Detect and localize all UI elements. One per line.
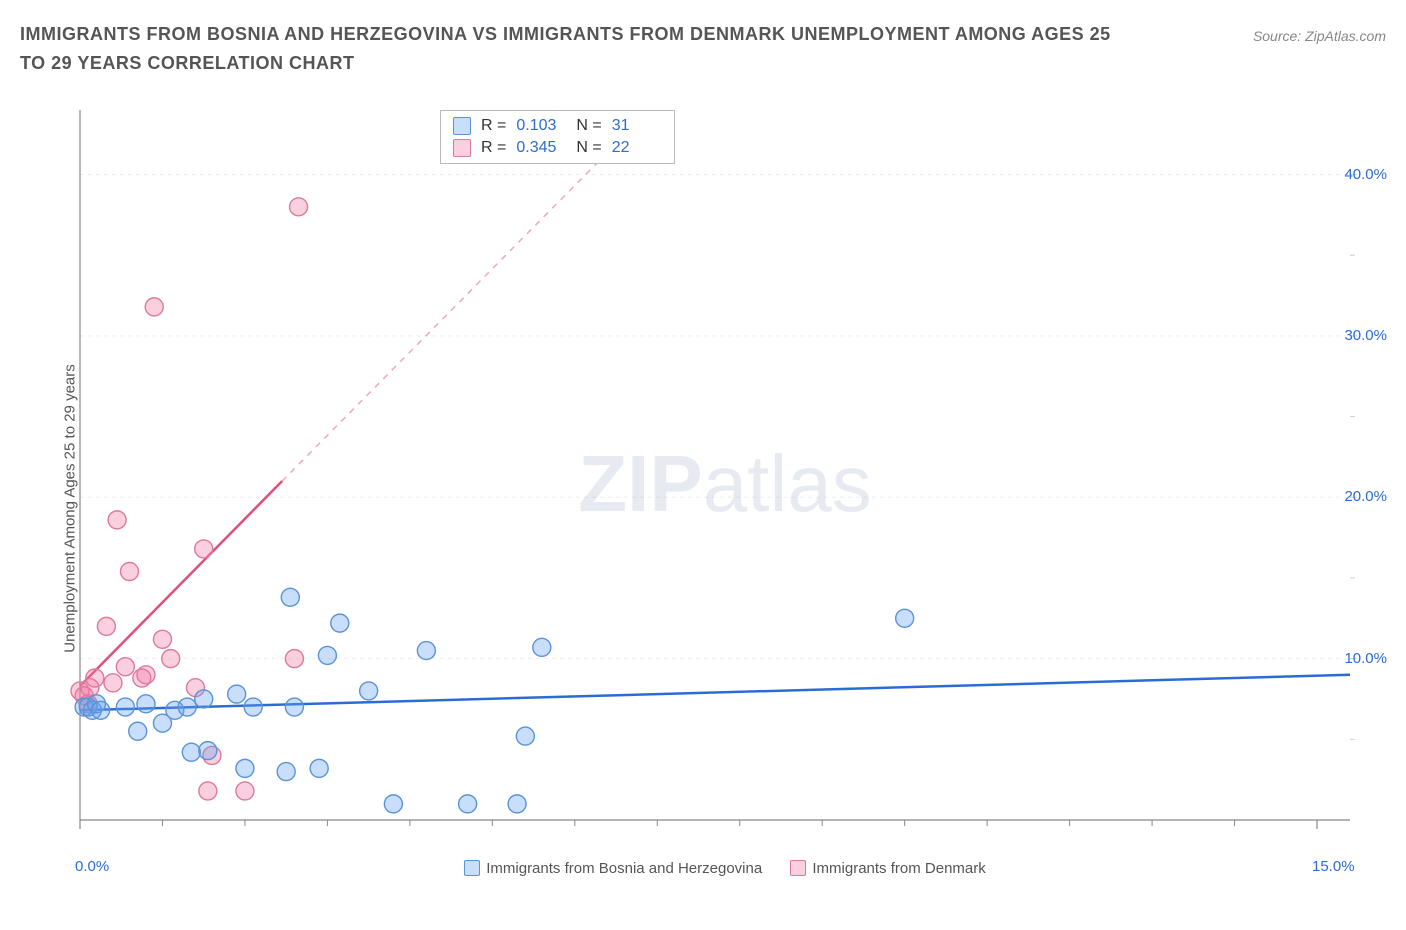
stats-row-series-0: R = 0.103 N = 31 (453, 115, 662, 137)
legend-label-series-0: Immigrants from Bosnia and Herzegovina (486, 860, 762, 877)
r-value-series-1: 0.345 (516, 139, 566, 157)
y-axis-label: Unemployment Among Ages 25 to 29 years (62, 364, 79, 653)
chart-container: Unemployment Among Ages 25 to 29 years Z… (60, 110, 1390, 890)
stats-legend-box: R = 0.103 N = 31 R = 0.345 N = 22 (440, 110, 675, 164)
swatch-series-1 (453, 139, 471, 157)
bottom-legend: Immigrants from Bosnia and Herzegovina I… (60, 860, 1390, 881)
stats-row-series-1: R = 0.345 N = 22 (453, 137, 662, 159)
chart-title: IMMIGRANTS FROM BOSNIA AND HERZEGOVINA V… (20, 20, 1120, 78)
legend-item-series-1: Immigrants from Denmark (790, 860, 985, 877)
legend-label-series-1: Immigrants from Denmark (812, 860, 985, 877)
n-label: N = (576, 117, 601, 135)
y-tick-label: 30.0% (1344, 327, 1387, 344)
y-tick-label: 10.0% (1344, 650, 1387, 667)
y-tick-label: 20.0% (1344, 488, 1387, 505)
legend-item-series-0: Immigrants from Bosnia and Herzegovina (464, 860, 762, 877)
scatter-chart (60, 110, 1390, 850)
legend-swatch-series-0 (464, 860, 480, 876)
n-label: N = (576, 139, 601, 157)
y-tick-label: 40.0% (1344, 166, 1387, 183)
source-attribution: Source: ZipAtlas.com (1253, 28, 1386, 44)
legend-swatch-series-1 (790, 860, 806, 876)
swatch-series-0 (453, 117, 471, 135)
n-value-series-1: 22 (612, 139, 662, 157)
r-label: R = (481, 139, 506, 157)
r-label: R = (481, 117, 506, 135)
n-value-series-0: 31 (612, 117, 662, 135)
r-value-series-0: 0.103 (516, 117, 566, 135)
